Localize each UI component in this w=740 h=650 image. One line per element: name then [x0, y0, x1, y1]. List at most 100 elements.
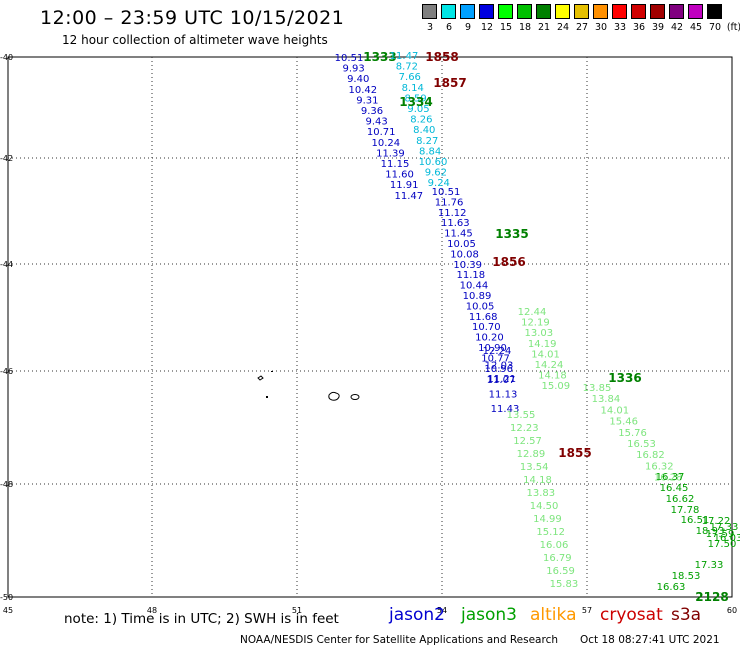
- island-outline: [350, 394, 360, 400]
- altimeter-tracks: 10.519.939.4010.429.319.369.4310.7110.24…: [335, 50, 740, 604]
- swh-value: 16.79: [543, 553, 572, 564]
- legend-label-12: 12: [480, 22, 494, 33]
- legend-swatch-3: [422, 4, 437, 19]
- track-time-label: 1333: [363, 50, 396, 64]
- legend-swatch-39: [650, 4, 665, 19]
- swh-value: 10.44: [460, 281, 489, 292]
- swh-value: 9.43: [365, 117, 387, 128]
- map-frame: [7, 56, 733, 598]
- swh-value: 18.53: [672, 571, 701, 582]
- track-time-label: 1856: [492, 255, 525, 269]
- swh-value: 10.20: [475, 333, 504, 344]
- swh-value: 17.78: [671, 505, 700, 516]
- swh-value: 16.37: [656, 472, 685, 483]
- swh-value: 11.76: [435, 197, 464, 208]
- swh-value: 11.43: [491, 404, 520, 415]
- swh-value: 8.59: [404, 93, 426, 104]
- legend-label-6: 6: [445, 22, 453, 33]
- legend-label-9: 9: [464, 22, 472, 33]
- satellite-jason3: jason3: [461, 605, 517, 625]
- legend-swatch-36: [631, 4, 646, 19]
- footer-note: note: 1) Time is in UTC; 2) SWH is in fe…: [64, 611, 339, 627]
- axis-labels: -40 -42 -44 -46 -48 -50 45 48 51 54 57 60: [0, 53, 737, 615]
- swh-value: 14.99: [533, 514, 562, 525]
- swh-value: 10.89: [463, 291, 492, 302]
- swh-value: 11.68: [469, 312, 498, 323]
- swh-value: 10.70: [472, 322, 501, 333]
- swh-value: 11.60: [385, 170, 414, 181]
- legend-swatch-70: [707, 4, 722, 19]
- lat-label: -46: [0, 367, 13, 376]
- swh-value: 15.83: [550, 579, 579, 590]
- legend-label-30: 30: [594, 22, 608, 33]
- swh-value: 15.12: [536, 527, 565, 538]
- swh-value: 13.84: [592, 394, 621, 405]
- swh-value: 16.59: [546, 566, 575, 577]
- swh-value: 10.51: [432, 187, 461, 198]
- lon-label: 45: [3, 606, 13, 615]
- swh-value: 8.84: [419, 146, 441, 157]
- legend-label-24: 24: [556, 22, 570, 33]
- swh-value: 11.91: [390, 180, 419, 191]
- swh-value: 10.24: [371, 138, 400, 149]
- legend-label-27: 27: [575, 22, 589, 33]
- swh-value: 9.24: [428, 178, 450, 189]
- swh-value: 10.60: [419, 157, 448, 168]
- swh-value: 14.18: [538, 371, 567, 382]
- swh-value: 8.40: [413, 125, 435, 136]
- lon-label: 60: [727, 606, 737, 615]
- swh-value: 11.07: [487, 375, 516, 386]
- legend-swatch-12: [479, 4, 494, 19]
- swh-value: 11.39: [376, 148, 405, 159]
- swh-value: 12.24: [483, 346, 512, 357]
- swh-value: 16.62: [666, 494, 695, 505]
- swh-value: 16.51: [681, 515, 710, 526]
- swh-value: 11.63: [441, 218, 470, 229]
- swh-value: 14.19: [528, 339, 557, 350]
- legend-label-33: 33: [613, 22, 627, 33]
- swh-value: 15.76: [618, 428, 647, 439]
- swh-value: 11.47: [390, 51, 419, 62]
- swh-value: 10.05: [466, 301, 495, 312]
- swh-value: 12.23: [510, 423, 539, 434]
- swh-value: 16.03: [714, 533, 740, 544]
- swh-value: 14.50: [530, 501, 559, 512]
- swh-value: 17.33: [710, 522, 739, 533]
- track-time-label: 2128: [695, 590, 728, 604]
- swh-value: 11.45: [444, 229, 473, 240]
- swh-value: 16.06: [540, 540, 569, 551]
- satellite-jason2: jason2: [389, 605, 445, 625]
- swh-value: 12.19: [521, 318, 550, 329]
- swh-value: 16.53: [627, 439, 656, 450]
- swh-value: 17.22: [702, 516, 731, 527]
- track-time-label: 1334: [399, 95, 432, 109]
- legend-label-39: 39: [651, 22, 665, 33]
- swh-value: 10.71: [367, 127, 396, 138]
- swh-value: 11.12: [438, 208, 467, 219]
- swh-value: 14.18: [523, 475, 552, 486]
- swh-value: 11.15: [381, 159, 410, 170]
- track-time-label: 1858: [425, 50, 458, 64]
- lat-label: -44: [0, 260, 13, 269]
- legend-swatch-18: [517, 4, 532, 19]
- track-time-label: 1336: [608, 371, 641, 385]
- swh-value: 8.14: [402, 83, 424, 94]
- swh-value: 9.93: [342, 64, 364, 75]
- swh-value: 9.40: [347, 74, 369, 85]
- swh-value: 14.24: [535, 360, 564, 371]
- legend-swatch-33: [612, 4, 627, 19]
- lon-label: 57: [582, 606, 592, 615]
- swh-value: 8.72: [396, 62, 418, 73]
- lat-label: -42: [0, 154, 13, 163]
- track-time-label: 1335: [495, 227, 528, 241]
- lat-label: -48: [0, 480, 13, 489]
- swh-value: 10.05: [447, 239, 476, 250]
- swh-value: 8.26: [410, 115, 432, 126]
- legend-unit: (ft): [726, 22, 740, 33]
- swh-value: 9.62: [425, 168, 447, 179]
- legend-label-21: 21: [537, 22, 551, 33]
- legend-swatch-21: [536, 4, 551, 19]
- swh-value: 16.32: [645, 461, 674, 472]
- swh-value: 10.96: [484, 364, 513, 375]
- map-subtitle: 12 hour collection of altimeter wave hei…: [62, 33, 328, 47]
